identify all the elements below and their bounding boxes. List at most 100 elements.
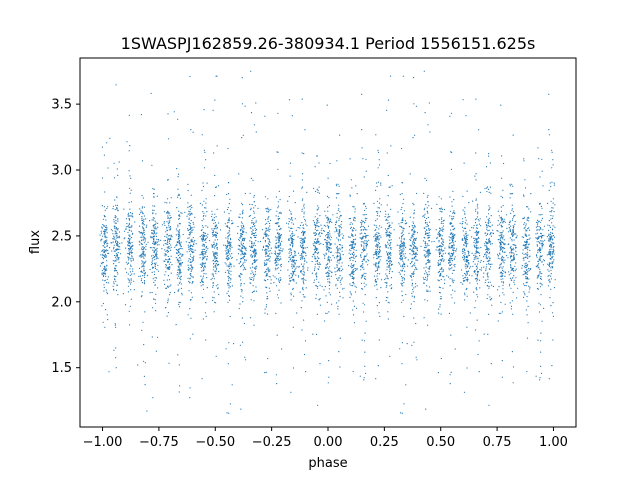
data-point	[228, 285, 230, 287]
data-point	[405, 293, 407, 296]
data-point	[178, 268, 180, 271]
data-point	[440, 229, 442, 231]
data-point	[331, 271, 333, 273]
data-point	[178, 233, 180, 235]
data-point	[375, 378, 377, 380]
data-point	[288, 275, 290, 277]
data-point	[326, 222, 328, 224]
data-point	[269, 256, 271, 258]
data-point	[427, 216, 429, 219]
data-point	[225, 237, 227, 239]
data-points-layer	[99, 70, 556, 414]
data-point	[338, 193, 340, 195]
data-point	[155, 226, 157, 228]
data-point	[442, 240, 444, 242]
data-point	[214, 235, 216, 237]
data-point	[385, 246, 387, 248]
data-point	[476, 268, 478, 270]
data-point	[138, 231, 140, 233]
data-point	[128, 222, 130, 224]
data-point	[451, 238, 453, 240]
data-point	[378, 225, 381, 227]
data-point	[408, 226, 410, 228]
data-point	[187, 202, 189, 204]
data-point	[268, 255, 270, 257]
data-point	[440, 208, 442, 210]
data-point	[141, 207, 143, 209]
data-point	[408, 232, 410, 234]
data-point	[128, 259, 130, 261]
data-point	[189, 308, 191, 310]
data-point	[339, 275, 341, 277]
data-point	[190, 204, 192, 206]
data-point	[364, 217, 366, 219]
data-point	[425, 408, 427, 410]
data-point	[250, 282, 252, 284]
data-point	[341, 278, 343, 280]
data-point	[245, 259, 247, 261]
data-point	[128, 244, 130, 247]
data-point	[114, 260, 116, 262]
data-point	[277, 238, 279, 240]
data-point	[400, 252, 402, 254]
data-point	[465, 241, 467, 243]
data-point	[240, 241, 242, 243]
data-point	[453, 264, 455, 266]
data-point	[213, 222, 215, 224]
data-point	[254, 253, 256, 255]
data-point	[364, 276, 366, 278]
data-point	[106, 243, 108, 245]
data-point	[328, 247, 330, 249]
data-point	[175, 324, 177, 326]
data-point	[427, 237, 429, 239]
data-point	[475, 230, 478, 232]
data-point	[307, 267, 309, 269]
data-point	[143, 283, 146, 285]
data-point	[509, 220, 511, 222]
data-point	[335, 283, 337, 285]
data-point	[485, 266, 488, 268]
data-point	[119, 253, 122, 255]
data-point	[402, 234, 404, 236]
data-point	[486, 247, 488, 249]
data-point	[280, 269, 282, 271]
data-point	[227, 272, 229, 274]
data-point	[130, 189, 132, 191]
data-point	[321, 285, 323, 288]
data-point	[226, 225, 228, 227]
data-point	[489, 266, 492, 268]
data-point	[375, 211, 377, 213]
data-point	[127, 225, 130, 227]
data-point	[215, 75, 217, 77]
data-point	[364, 340, 366, 342]
data-point	[328, 288, 330, 290]
data-point	[297, 227, 299, 229]
data-point	[166, 279, 168, 281]
data-point	[240, 234, 242, 236]
data-point	[323, 230, 325, 232]
data-point	[364, 209, 366, 212]
data-point	[352, 314, 355, 316]
data-point	[143, 220, 145, 222]
data-point	[279, 279, 281, 281]
data-point	[286, 222, 288, 224]
data-point	[239, 245, 241, 247]
data-point	[485, 224, 487, 226]
data-point	[188, 237, 190, 239]
data-point	[240, 254, 242, 256]
data-point	[444, 252, 446, 254]
data-point	[464, 292, 466, 294]
data-point	[107, 167, 109, 169]
data-point	[476, 240, 478, 242]
data-point	[255, 220, 257, 222]
data-point	[255, 236, 257, 238]
data-point	[318, 299, 320, 301]
data-point	[118, 261, 120, 263]
data-point	[115, 216, 117, 218]
data-point	[128, 280, 130, 282]
data-point	[498, 235, 500, 237]
data-point	[441, 248, 443, 250]
data-point	[413, 241, 416, 243]
data-point	[227, 249, 229, 251]
data-point	[113, 221, 115, 223]
